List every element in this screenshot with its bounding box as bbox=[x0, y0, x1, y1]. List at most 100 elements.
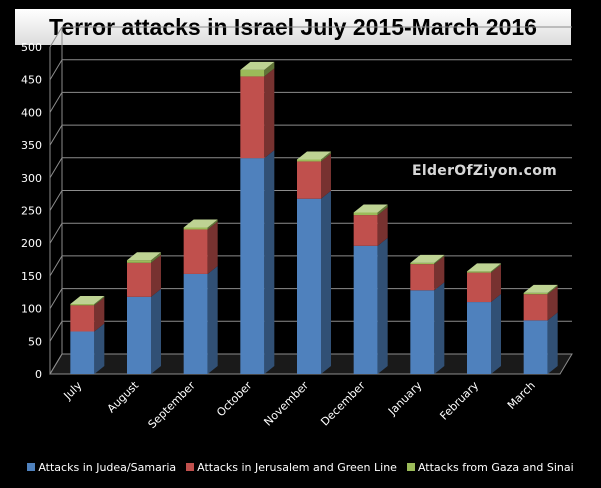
bar-segment-front bbox=[240, 69, 265, 77]
bar-segment-side bbox=[377, 207, 388, 246]
bar-segment-front bbox=[353, 245, 378, 374]
y-tick-label: 450 bbox=[21, 74, 42, 87]
y-tick-label: 500 bbox=[21, 41, 42, 54]
legend-item-jerusalem: Attacks in Jerusalem and Green Line bbox=[186, 459, 397, 475]
x-tick-label: February bbox=[437, 379, 481, 423]
legend-item-gaza-sinai: Attacks from Gaza and Sinai bbox=[406, 459, 574, 475]
bar-segment-side bbox=[94, 296, 105, 306]
legend-label-judea-samaria: Attacks in Judea/Samaria bbox=[38, 460, 177, 474]
bar-segment-side bbox=[151, 254, 161, 297]
gridline-side bbox=[49, 353, 63, 375]
legend-label-gaza-sinai: Attacks from Gaza and Sinai bbox=[417, 460, 574, 474]
bar-segment-side bbox=[434, 256, 445, 291]
bar-segment-side bbox=[94, 323, 105, 374]
gridline-side bbox=[49, 92, 63, 113]
bar-segment-top bbox=[240, 61, 275, 70]
gridline-side bbox=[49, 321, 63, 342]
gridline-side bbox=[49, 157, 63, 179]
x-tick-label: July bbox=[61, 379, 85, 403]
bar-segment-top bbox=[353, 204, 388, 213]
bar-segment-front bbox=[240, 76, 265, 159]
y-tick-label: 50 bbox=[28, 335, 42, 348]
bar-segment-top bbox=[70, 296, 105, 305]
x-tick-label: March bbox=[505, 379, 538, 412]
bar-segment-side bbox=[547, 284, 558, 295]
bar-segment-front bbox=[297, 159, 321, 162]
y-tick-label: 100 bbox=[21, 303, 42, 316]
bar-segment-side bbox=[547, 312, 558, 374]
bar-segment-front bbox=[240, 158, 265, 374]
x-tick-label: August bbox=[105, 378, 142, 415]
gridline-side bbox=[49, 222, 63, 244]
y-tick-label: 250 bbox=[21, 205, 42, 218]
legend-label-jerusalem: Attacks in Jerusalem and Green Line bbox=[197, 460, 397, 474]
bar-segment-top bbox=[183, 219, 218, 228]
bar-segment-side bbox=[377, 237, 388, 374]
x-tick-label: September bbox=[146, 379, 199, 432]
bar-segment-front bbox=[353, 212, 378, 216]
bar-segment-side bbox=[377, 204, 388, 216]
y-tick-label: 200 bbox=[21, 237, 42, 250]
bar-segment-side bbox=[264, 68, 275, 159]
gridline-side bbox=[49, 124, 63, 146]
bar-segment-front bbox=[467, 271, 491, 273]
x-tick-label: November bbox=[261, 379, 311, 429]
bar-segment-front bbox=[523, 292, 548, 295]
legend-swatch-gaza-sinai bbox=[406, 463, 415, 471]
gridline-side bbox=[49, 255, 63, 277]
bar-segment-side bbox=[207, 265, 218, 374]
bar-segment-front bbox=[353, 215, 378, 246]
bar-segment-side bbox=[321, 151, 331, 162]
bar-segment-front bbox=[127, 262, 151, 297]
bar-segment-top bbox=[523, 284, 558, 293]
bar-segment-front bbox=[297, 198, 321, 374]
legend-swatch-judea-samaria bbox=[27, 463, 36, 471]
bar-segment-front bbox=[410, 262, 435, 265]
bar-segment-side bbox=[264, 61, 275, 77]
x-tick-label: December bbox=[318, 379, 368, 429]
bar-segment-side bbox=[434, 282, 445, 374]
bar-segment-side bbox=[321, 153, 331, 199]
y-tick-label: 400 bbox=[21, 106, 42, 119]
bar-segment-front bbox=[183, 273, 208, 374]
bar-segment-front bbox=[70, 304, 95, 306]
bar-segment-front bbox=[467, 302, 491, 374]
bar-segment-front bbox=[183, 229, 208, 274]
bar-segment-side bbox=[151, 288, 161, 374]
gridline-side bbox=[49, 190, 63, 211]
gridline-side bbox=[49, 26, 63, 48]
bar-segment-side bbox=[321, 190, 331, 374]
legend-swatch-jerusalem bbox=[186, 463, 195, 471]
bar-segment-front bbox=[410, 290, 435, 374]
bar-segment-front bbox=[127, 260, 151, 263]
bar-segment-side bbox=[491, 294, 501, 374]
bar-segment-front bbox=[127, 296, 151, 374]
bar-segment-side bbox=[207, 219, 218, 230]
bar-segment-side bbox=[491, 263, 501, 273]
y-tick-label: 0 bbox=[35, 368, 42, 381]
bar-segment-side bbox=[151, 252, 161, 263]
bar-segment-front bbox=[410, 264, 435, 291]
y-tick-label: 150 bbox=[21, 270, 42, 283]
legend-item-judea-samaria: Attacks in Judea/Samaria bbox=[27, 459, 176, 475]
bar-segment-top bbox=[297, 151, 331, 160]
bar-segment-front bbox=[70, 305, 95, 332]
bar-segment-front bbox=[183, 227, 208, 230]
x-tick-label: October bbox=[214, 379, 255, 420]
watermark: ElderOfZiyon.com bbox=[412, 163, 558, 179]
bar-segment-top bbox=[467, 263, 501, 272]
bar-segment-top bbox=[410, 254, 445, 263]
bar-segment-top bbox=[127, 252, 161, 261]
bar-segment-side bbox=[94, 297, 105, 332]
legend: Attacks in Judea/Samaria Attacks in Jeru… bbox=[0, 459, 601, 475]
y-tick-label: 350 bbox=[21, 139, 42, 152]
bar-segment-side bbox=[264, 150, 275, 374]
gridline-side bbox=[49, 288, 63, 309]
bar-segment-front bbox=[523, 294, 548, 321]
bar-segment-side bbox=[207, 221, 218, 274]
bar-segment-front bbox=[70, 331, 95, 374]
bar-segment-side bbox=[547, 286, 558, 321]
bar-segment-front bbox=[297, 161, 321, 199]
